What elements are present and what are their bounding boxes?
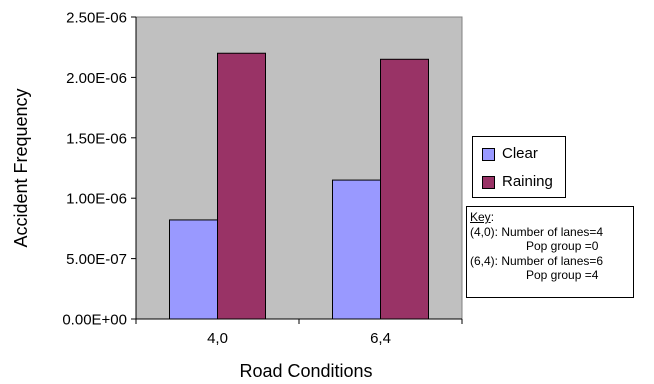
key-title-colon: : — [490, 210, 495, 224]
x-tick-label: 6,4 — [370, 330, 391, 347]
key-line-2: Pop group =0 — [526, 239, 599, 253]
y-tick-label: 5.00E-07 — [66, 251, 127, 268]
bar-raining-1 — [380, 58, 429, 320]
legend: Clear Raining — [472, 136, 566, 198]
bar-raining-0 — [217, 52, 266, 320]
legend-swatch-raining — [482, 175, 495, 189]
legend-item-clear: Clear — [482, 145, 538, 163]
legend-item-raining: Raining — [482, 173, 553, 191]
key-line-4: Pop group =4 — [526, 268, 599, 282]
y-tick-label: 1.50E-06 — [66, 130, 127, 147]
legend-label-clear: Clear — [502, 145, 538, 162]
legend-swatch-clear — [482, 147, 495, 161]
y-tick-label: 2.50E-06 — [66, 10, 127, 27]
key-line-3: (6,4): Number of lanes=6 — [470, 253, 604, 268]
y-tick-label: 2.00E-06 — [66, 70, 127, 87]
bar-clear-0 — [169, 219, 218, 320]
x-tick-label: 4,0 — [207, 330, 228, 347]
y-tick-label: 1.00E-06 — [66, 191, 127, 208]
key-line-1: (4,0): Number of lanes=4 — [470, 224, 604, 239]
y-tick-label: 0.00E+00 — [62, 312, 127, 329]
bar-clear-1 — [332, 179, 381, 320]
legend-label-raining: Raining — [502, 173, 553, 190]
key-title: Key — [470, 210, 491, 224]
key-box: Key: (4,0): Number of lanes=4 Pop group … — [466, 206, 634, 298]
y-axis-label: Accident Frequency — [11, 88, 31, 247]
x-axis-label: Road Conditions — [239, 361, 372, 381]
